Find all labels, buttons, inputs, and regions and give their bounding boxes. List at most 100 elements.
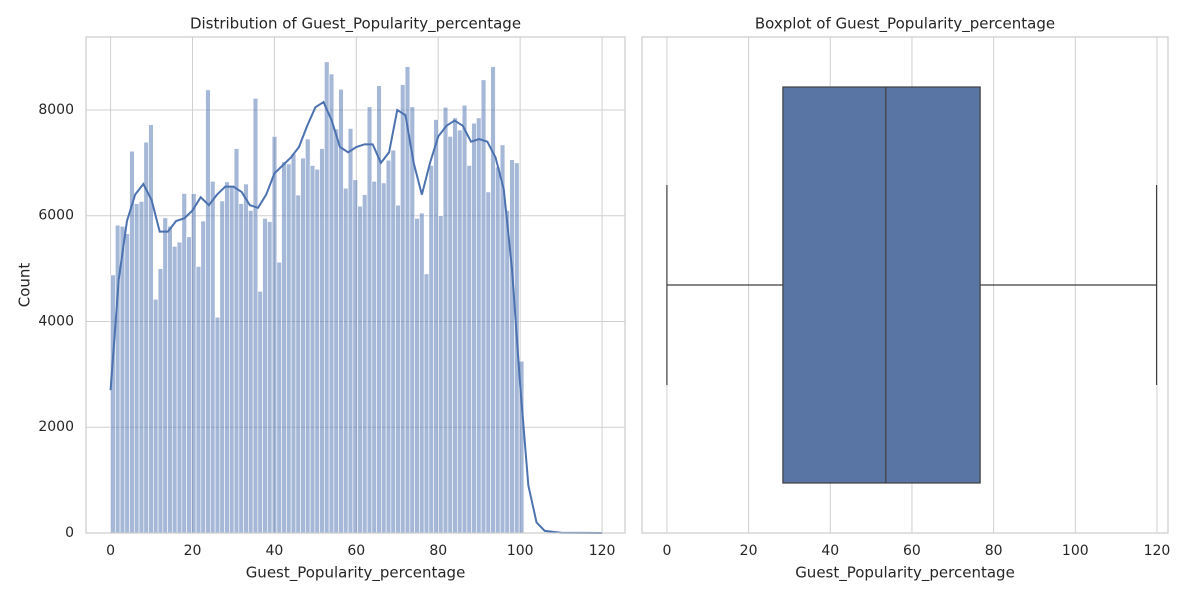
bar bbox=[371, 181, 377, 534]
bar bbox=[229, 186, 235, 534]
bar bbox=[214, 316, 221, 534]
bar bbox=[124, 233, 130, 534]
y-tick-label: 2000 bbox=[38, 419, 74, 435]
bar bbox=[267, 221, 273, 534]
bar bbox=[509, 159, 515, 534]
x-tick-label: 80 bbox=[429, 543, 447, 559]
y-axis-label: Count bbox=[16, 263, 34, 308]
x-tick-label: 40 bbox=[265, 543, 283, 559]
subplot: Boxplot of Guest_Popularity_percentage 0 2… bbox=[641, 15, 1171, 583]
bar bbox=[390, 149, 396, 534]
bar bbox=[480, 79, 487, 534]
bar bbox=[400, 84, 406, 534]
bar bbox=[195, 266, 202, 534]
bar bbox=[471, 122, 477, 534]
bar bbox=[414, 218, 420, 534]
x-tick-label: 20 bbox=[184, 543, 202, 559]
x-tick-label: 20 bbox=[740, 543, 758, 559]
y-tick-label: 6000 bbox=[38, 208, 74, 224]
chart-title: Boxplot of Guest_Popularity_percentage bbox=[755, 15, 1055, 34]
bar bbox=[153, 298, 159, 534]
bar bbox=[286, 163, 292, 534]
bar bbox=[205, 89, 211, 534]
bar bbox=[324, 61, 330, 534]
bar bbox=[110, 274, 116, 534]
bar bbox=[476, 117, 482, 534]
bar bbox=[300, 157, 306, 534]
bar bbox=[452, 117, 458, 534]
bar bbox=[314, 168, 320, 534]
axes-frame bbox=[85, 36, 626, 534]
x-tick-label: 120 bbox=[1144, 543, 1171, 559]
bar bbox=[309, 165, 316, 534]
bar bbox=[504, 210, 510, 534]
x-tick-label: 120 bbox=[589, 543, 616, 559]
bar bbox=[357, 205, 363, 534]
x-axis-label: Guest_Popularity_percentage bbox=[795, 564, 1015, 583]
bar bbox=[172, 246, 178, 534]
bar bbox=[200, 220, 206, 534]
bar bbox=[224, 181, 230, 534]
bar bbox=[281, 161, 287, 534]
chart-title: Distribution of Guest_Popularity_percent… bbox=[190, 15, 521, 34]
x-tick-label: 0 bbox=[662, 543, 671, 559]
bar bbox=[181, 193, 187, 534]
bar bbox=[134, 203, 140, 534]
bar bbox=[319, 148, 325, 534]
bar bbox=[248, 210, 254, 534]
y-tick-label: 0 bbox=[65, 525, 74, 541]
bar bbox=[328, 73, 335, 534]
bar bbox=[305, 138, 311, 534]
bar bbox=[347, 128, 354, 534]
bar bbox=[419, 212, 425, 534]
x-tick-label: 0 bbox=[106, 543, 115, 559]
bar bbox=[395, 204, 401, 534]
bar bbox=[409, 106, 415, 534]
x-tick-label: 100 bbox=[507, 543, 534, 559]
bar bbox=[210, 181, 216, 534]
bar bbox=[442, 107, 449, 534]
kde-line bbox=[109, 100, 603, 534]
x-tick-label: 60 bbox=[347, 543, 365, 559]
bar bbox=[157, 268, 164, 534]
x-axis-label: Guest_Popularity_percentage bbox=[246, 564, 466, 583]
bar bbox=[457, 129, 463, 534]
bar bbox=[119, 226, 126, 534]
bar bbox=[219, 200, 225, 534]
box bbox=[782, 86, 981, 484]
axes-frame bbox=[641, 36, 1169, 534]
bar bbox=[490, 66, 496, 534]
bar bbox=[381, 182, 387, 534]
bar bbox=[233, 148, 240, 534]
bar bbox=[461, 104, 468, 534]
bar bbox=[262, 218, 268, 534]
bar bbox=[423, 273, 430, 534]
bar bbox=[485, 191, 491, 534]
bar bbox=[276, 261, 282, 534]
bar bbox=[433, 119, 439, 534]
bar bbox=[447, 136, 453, 534]
bar bbox=[148, 124, 154, 534]
bar bbox=[271, 136, 278, 534]
bar bbox=[290, 153, 297, 534]
bar bbox=[352, 179, 358, 534]
bar bbox=[338, 89, 344, 534]
y-tick-label: 8000 bbox=[38, 102, 74, 118]
bar bbox=[138, 201, 145, 534]
bar bbox=[385, 159, 392, 534]
bar bbox=[162, 217, 168, 534]
bar bbox=[143, 141, 149, 534]
bar bbox=[238, 203, 244, 534]
bar bbox=[495, 166, 501, 534]
bar bbox=[257, 291, 263, 534]
bar bbox=[333, 128, 339, 534]
bar bbox=[295, 194, 301, 534]
bar bbox=[428, 165, 434, 534]
bar bbox=[366, 106, 373, 534]
x-tick-label: 60 bbox=[903, 543, 921, 559]
subplot: Distribution of Guest_Popularity_percent… bbox=[16, 15, 626, 583]
bar bbox=[167, 226, 173, 534]
bar bbox=[438, 215, 444, 534]
